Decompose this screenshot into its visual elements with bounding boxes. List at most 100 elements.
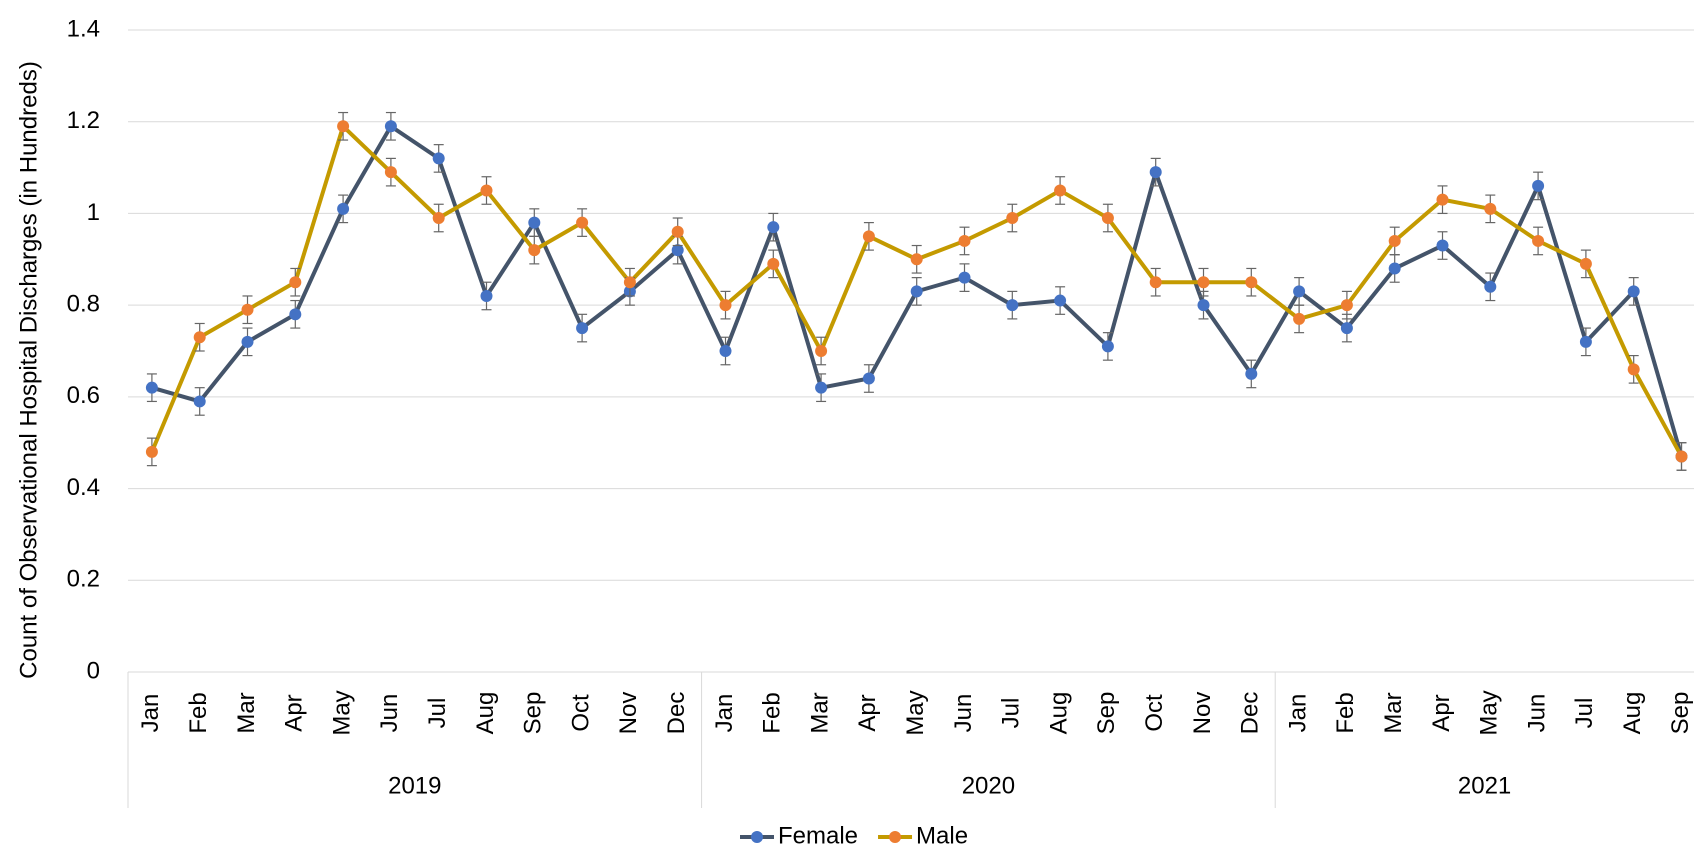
x-tick-label: Aug — [472, 692, 499, 735]
y-tick-label: 0.8 — [67, 290, 100, 317]
data-point — [576, 322, 589, 335]
legend-marker — [889, 831, 902, 843]
data-point — [1293, 312, 1306, 325]
x-tick-label: Aug — [1045, 692, 1072, 735]
data-point — [1197, 299, 1210, 312]
data-point — [145, 381, 158, 394]
data-point — [1436, 239, 1449, 252]
x-tick-label: Jul — [998, 698, 1025, 729]
x-tick-label: Dec — [663, 692, 690, 735]
x-tick-label: Aug — [1619, 692, 1646, 735]
x-group-label: 2019 — [388, 772, 441, 799]
x-tick-label: Jun — [1523, 694, 1550, 733]
x-tick-label: Mar — [1380, 692, 1407, 733]
y-tick-label: 1.2 — [67, 107, 100, 134]
data-point — [480, 184, 493, 197]
data-point — [862, 230, 875, 243]
data-point — [1532, 234, 1545, 247]
legend-label: Male — [916, 822, 968, 849]
y-axis-title: Count of Observational Hospital Discharg… — [15, 61, 42, 679]
x-tick-label: Feb — [759, 692, 786, 733]
data-point — [1149, 166, 1162, 179]
y-tick-label: 1 — [87, 199, 100, 226]
data-point — [862, 372, 875, 385]
data-point — [1388, 234, 1401, 247]
x-tick-label: Apr — [281, 694, 308, 731]
data-point — [241, 335, 254, 348]
x-tick-label: Mar — [233, 692, 260, 733]
data-point — [767, 257, 780, 270]
data-point — [1054, 184, 1067, 197]
y-tick-label: 1.4 — [67, 15, 100, 42]
data-point — [767, 221, 780, 234]
data-point — [576, 216, 589, 229]
data-point — [1579, 335, 1592, 348]
data-point — [1340, 322, 1353, 335]
data-point — [1245, 276, 1258, 289]
x-group-label: 2021 — [1458, 772, 1511, 799]
data-point — [719, 299, 732, 312]
x-tick-label: Dec — [1237, 692, 1264, 735]
x-group-label: 2020 — [962, 772, 1015, 799]
data-point — [958, 234, 971, 247]
x-tick-label: Feb — [1332, 692, 1359, 733]
data-point — [1579, 257, 1592, 270]
data-point — [1197, 276, 1210, 289]
data-point — [719, 345, 732, 357]
data-point — [1006, 299, 1019, 312]
data-point — [289, 308, 302, 321]
x-tick-label: Apr — [1428, 694, 1455, 731]
x-tick-label: May — [1476, 690, 1503, 735]
data-point — [1006, 212, 1019, 225]
y-tick-label: 0.4 — [67, 474, 100, 501]
y-tick-label: 0.2 — [67, 566, 100, 593]
x-tick-label: Nov — [1189, 692, 1216, 735]
x-tick-label: Oct — [567, 694, 594, 732]
x-tick-label: Sep — [1667, 692, 1694, 735]
data-point — [384, 166, 397, 179]
y-tick-label: 0 — [87, 657, 100, 684]
x-tick-label: Jan — [1284, 694, 1311, 733]
data-point — [815, 381, 828, 394]
x-tick-label: Oct — [1141, 694, 1168, 732]
x-tick-label: Jun — [376, 694, 403, 733]
data-point — [1436, 193, 1449, 206]
x-tick-label: Jun — [950, 694, 977, 733]
data-point — [1627, 363, 1640, 376]
data-point — [1627, 285, 1640, 298]
x-tick-label: Jan — [711, 694, 738, 733]
x-tick-label: Jan — [137, 694, 164, 733]
x-tick-label: Nov — [615, 692, 642, 735]
x-tick-label: Feb — [185, 692, 212, 733]
data-point — [432, 212, 445, 225]
data-point — [1484, 202, 1497, 215]
data-point — [815, 345, 828, 357]
data-point — [1532, 179, 1545, 192]
data-point — [337, 120, 350, 133]
data-point — [1149, 276, 1162, 289]
data-point — [1293, 285, 1306, 298]
x-tick-label: Mar — [806, 692, 833, 733]
data-point — [671, 225, 684, 238]
x-tick-label: Sep — [1093, 692, 1120, 735]
data-point — [1101, 212, 1114, 225]
data-point — [289, 276, 302, 289]
data-point — [1675, 450, 1688, 463]
x-tick-label: Apr — [854, 694, 881, 731]
x-tick-label: Sep — [520, 692, 547, 735]
data-point — [241, 303, 254, 316]
data-point — [910, 253, 923, 266]
legend-marker — [751, 831, 763, 843]
data-point — [1388, 262, 1401, 275]
x-tick-label: Jul — [1571, 698, 1598, 729]
data-point — [193, 395, 206, 408]
data-point — [671, 244, 684, 257]
data-point — [1054, 294, 1067, 307]
y-tick-label: 0.6 — [67, 382, 100, 409]
data-point — [193, 331, 206, 344]
data-point — [528, 216, 541, 229]
data-point — [1245, 367, 1258, 380]
data-point — [384, 120, 397, 133]
